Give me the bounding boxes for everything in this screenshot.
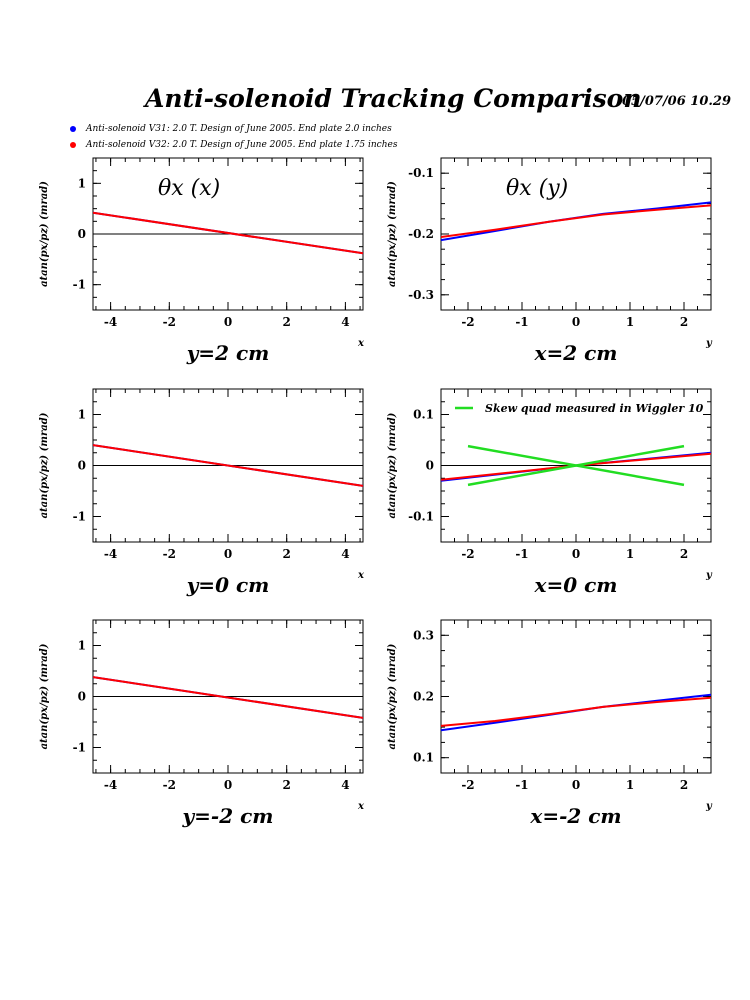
datestamp: 05/07/06 10.29 — [622, 94, 732, 109]
chart-panel-1: -4 -2 0 2 4 -1 0 1 x atan(px/pz) (mrad) y=2 cm θx (… — [39, 157, 365, 365]
x-tick-label: 0 — [224, 315, 232, 329]
y-tick-label: -0.1 — [408, 510, 434, 524]
y-tick-label: 0.3 — [413, 628, 434, 642]
y-tick-label: 0 — [78, 690, 86, 704]
panel-caption: x=2 cm — [534, 341, 618, 365]
x-tick-label: 1 — [626, 547, 634, 561]
chart-panel-5: -4 -2 0 2 4 -1 0 1 x atan(px/pz) (mrad) y=-2 cm — [39, 619, 365, 828]
x-axis-label: y — [705, 570, 713, 581]
series-line-2 — [93, 676, 363, 719]
series-line-2 — [93, 444, 363, 487]
legend-marker-red — [70, 142, 76, 148]
x-tick-label: 2 — [283, 547, 291, 561]
chart-panel-3: -4 -2 0 2 4 -1 0 1 x atan(px/pz) (mrad) y=0 cm — [39, 388, 365, 597]
x-tick-label: 4 — [341, 778, 349, 792]
page-title: Anti-solenoid Tracking Comparison — [145, 84, 642, 113]
x-tick-label: -1 — [515, 315, 528, 329]
y-axis-label: atan(px/pz) (mrad) — [39, 643, 50, 749]
legend-marker-blue — [70, 126, 76, 132]
x-axis-label: x — [357, 338, 365, 349]
x-tick-label: 4 — [341, 547, 349, 561]
legend-label: Anti-solenoid V31: 2.0 T. Design of June… — [86, 124, 392, 134]
y-tick-label: -1 — [73, 510, 86, 524]
y-tick-label: 1 — [78, 176, 86, 190]
legend-item-v31: Anti-solenoid V31: 2.0 T. Design of June… — [70, 124, 392, 134]
chart-panel-4: -2 -1 0 1 2 -0.1 0 0.1 y atan(px/pz) (mrad) x=0 cm… — [387, 388, 713, 597]
x-tick-label: 2 — [680, 547, 688, 561]
chart-panel-6: -2 -1 0 1 2 0.1 0.2 0.3 y atan(px/pz) (mrad) x=-2 … — [387, 619, 713, 828]
y-tick-label: 0.1 — [413, 408, 434, 422]
series-line-4 — [467, 444, 685, 487]
y-tick-label: -0.1 — [408, 166, 434, 180]
y-tick-label: 0 — [426, 459, 434, 473]
legend-label-green: Skew quad measured in Wiggler 10 — [485, 402, 704, 415]
x-tick-label: 0 — [572, 778, 580, 792]
x-tick-label: -4 — [104, 315, 117, 329]
series-line-2 — [441, 696, 711, 727]
x-tick-label: -2 — [461, 547, 474, 561]
y-tick-label: -1 — [73, 741, 86, 755]
series-line-2 — [441, 452, 711, 481]
y-axis-label: atan(px/pz) (mrad) — [39, 181, 50, 287]
panel-title: θx (y) — [506, 176, 568, 201]
x-tick-label: -4 — [104, 778, 117, 792]
panel-caption: y=2 cm — [186, 341, 270, 365]
y-tick-label: 0 — [78, 227, 86, 241]
panel-title: θx (x) — [158, 176, 220, 201]
panel-caption: x=-2 cm — [529, 804, 621, 828]
x-axis-label: y — [705, 801, 713, 812]
x-tick-label: 2 — [283, 778, 291, 792]
x-tick-label: -2 — [163, 315, 176, 329]
y-axis-label: atan(px/pz) (mrad) — [387, 412, 398, 518]
x-tick-label: 0 — [572, 547, 580, 561]
x-tick-label: -2 — [461, 315, 474, 329]
x-tick-label: -4 — [104, 547, 117, 561]
x-tick-label: -1 — [515, 778, 528, 792]
panel-caption: y=0 cm — [186, 573, 270, 597]
x-tick-label: 1 — [626, 778, 634, 792]
legend-label: Anti-solenoid V32: 2.0 T. Design of June… — [86, 140, 398, 150]
x-tick-label: -2 — [163, 547, 176, 561]
series-line-2 — [441, 204, 711, 238]
x-tick-label: 0 — [224, 778, 232, 792]
y-axis-label: atan(px/pz) (mrad) — [387, 181, 398, 287]
x-tick-label: 2 — [283, 315, 291, 329]
y-tick-label: 0 — [78, 459, 86, 473]
panel-caption: x=0 cm — [534, 573, 618, 597]
y-axis-label: atan(px/pz) (mrad) — [39, 412, 50, 518]
x-axis-label: y — [705, 338, 713, 349]
y-tick-label: -0.2 — [408, 227, 434, 241]
chart-panel-2: -2 -1 0 1 2 -0.3 -0.2 -0.1 y atan(px/pz) (mrad) x=… — [387, 157, 713, 365]
y-tick-label: 1 — [78, 408, 86, 422]
panel-caption: y=-2 cm — [182, 804, 274, 828]
y-tick-label: 0.1 — [413, 751, 434, 765]
y-tick-label: -0.3 — [408, 288, 434, 302]
x-tick-label: -1 — [515, 547, 528, 561]
x-tick-label: 0 — [224, 547, 232, 561]
y-tick-label: 0.2 — [413, 690, 434, 704]
x-tick-label: 1 — [626, 315, 634, 329]
x-axis-label: x — [357, 570, 365, 581]
x-tick-label: 0 — [572, 315, 580, 329]
y-tick-label: -1 — [73, 278, 86, 292]
x-tick-label: -2 — [461, 778, 474, 792]
x-tick-label: -2 — [163, 778, 176, 792]
y-tick-label: 1 — [78, 639, 86, 653]
x-tick-label: 2 — [680, 778, 688, 792]
series-line-2 — [93, 211, 363, 255]
x-axis-label: x — [357, 801, 365, 812]
y-axis-label: atan(px/pz) (mrad) — [387, 643, 398, 749]
x-tick-label: 4 — [341, 315, 349, 329]
legend-item-v32: Anti-solenoid V32: 2.0 T. Design of June… — [70, 140, 397, 150]
x-tick-label: 2 — [680, 315, 688, 329]
plot-frame — [440, 619, 712, 774]
